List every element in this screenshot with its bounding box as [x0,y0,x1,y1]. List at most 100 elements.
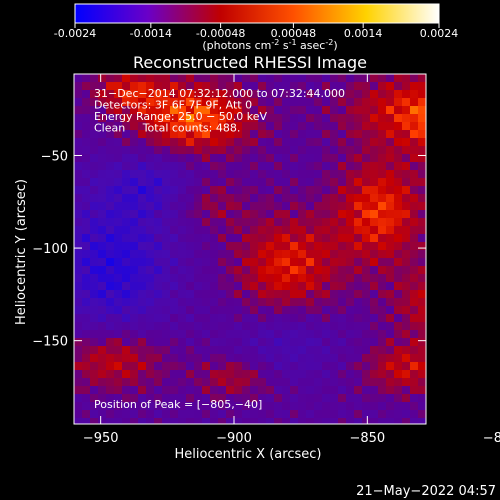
heatmap-cell [106,402,115,411]
heatmap-cell [274,258,283,267]
heatmap-cell [242,362,251,371]
heatmap-cell [266,146,275,155]
heatmap-cell [330,218,339,227]
heatmap-cell [194,210,203,219]
heatmap-cell [306,290,315,299]
heatmap-cell [122,338,131,347]
heatmap-cell [98,82,107,91]
heatmap-cell [394,210,403,219]
heatmap-cell [274,170,283,179]
heatmap-cell [82,138,91,147]
heatmap-cell [266,370,275,379]
heatmap-cell [146,146,155,155]
heatmap-cell [250,74,259,83]
heatmap-cell [74,82,83,91]
heatmap-cell [178,194,187,203]
heatmap-cell [242,346,251,355]
heatmap-cell [154,218,163,227]
heatmap-cell [114,114,123,123]
heatmap-cell [274,186,283,195]
heatmap-cell [178,74,187,83]
heatmap-cell [74,138,83,147]
heatmap-cell [282,378,291,387]
heatmap-cell [154,410,163,419]
heatmap-cell [282,322,291,331]
heatmap-cell [266,194,275,203]
heatmap-cell [242,378,251,387]
heatmap-cell [202,410,211,419]
heatmap-cell [338,98,347,107]
heatmap-cell [242,282,251,291]
heatmap-cell [162,154,171,163]
heatmap-cell [378,74,387,83]
heatmap-cell [370,154,379,163]
heatmap-cell [354,226,363,235]
heatmap-cell [242,402,251,411]
heatmap-cell [386,378,395,387]
heatmap-cell [298,138,307,147]
heatmap-cell [122,298,131,307]
heatmap-cell [394,338,403,347]
heatmap-cell [138,338,147,347]
heatmap-cell [154,322,163,331]
heatmap-cell [410,402,419,411]
heatmap-cell [282,266,291,275]
heatmap-cell [98,338,107,347]
heatmap-cell [138,202,147,211]
heatmap-cell [306,306,315,315]
heatmap-cell [74,322,83,331]
heatmap-cell [74,410,83,419]
heatmap-cell [210,82,219,91]
heatmap-cell [370,402,379,411]
heatmap-cell [130,98,139,107]
heatmap-cell [258,274,267,283]
heatmap-cell [98,322,107,331]
heatmap-cell [170,338,179,347]
heatmap-cell [354,290,363,299]
heatmap-cell [90,98,99,107]
heatmap-cell [378,362,387,371]
heatmap-cell [330,338,339,347]
heatmap-cell [146,394,155,403]
timestamp: 21−May−2022 04:57 [356,484,496,499]
heatmap-cell [162,362,171,371]
heatmap-cell [314,122,323,131]
heatmap-cell [282,346,291,355]
heatmap-cell [154,306,163,315]
heatmap-cell [250,298,259,307]
colorbar-tick-label: -0.00048 [196,27,245,40]
info-line: 31−Dec−2014 07:32:12.000 to 07:32:44.000 [94,87,345,100]
heatmap-cell [266,274,275,283]
heatmap-cell [178,306,187,315]
heatmap-cell [322,386,331,395]
heatmap-cell [338,274,347,283]
heatmap-cell [74,162,83,171]
heatmap-cell [82,266,91,275]
heatmap-cell [338,218,347,227]
heatmap-cell [242,274,251,283]
heatmap-cell [362,98,371,107]
heatmap-cell [274,90,283,99]
colorbar-units: (photons cm-2 s-1 asec-2) [202,38,337,52]
heatmap-cell [218,234,227,243]
heatmap-cell [226,282,235,291]
heatmap-cell [338,394,347,403]
heatmap-cell [210,314,219,323]
heatmap-cell [90,330,99,339]
heatmap-cell [378,282,387,291]
heatmap-cell [410,290,419,299]
heatmap-cell [330,234,339,243]
heatmap-cell [330,146,339,155]
heatmap-cell [258,146,267,155]
heatmap-cell [378,146,387,155]
heatmap-cell [114,242,123,251]
heatmap-cell [274,242,283,251]
heatmap-cell [290,130,299,139]
heatmap-cell [194,234,203,243]
heatmap-cell [218,146,227,155]
heatmap-cell [290,402,299,411]
heatmap-cell [314,338,323,347]
heatmap-cell [194,106,203,115]
heatmap-cell [146,370,155,379]
heatmap-cell [362,178,371,187]
